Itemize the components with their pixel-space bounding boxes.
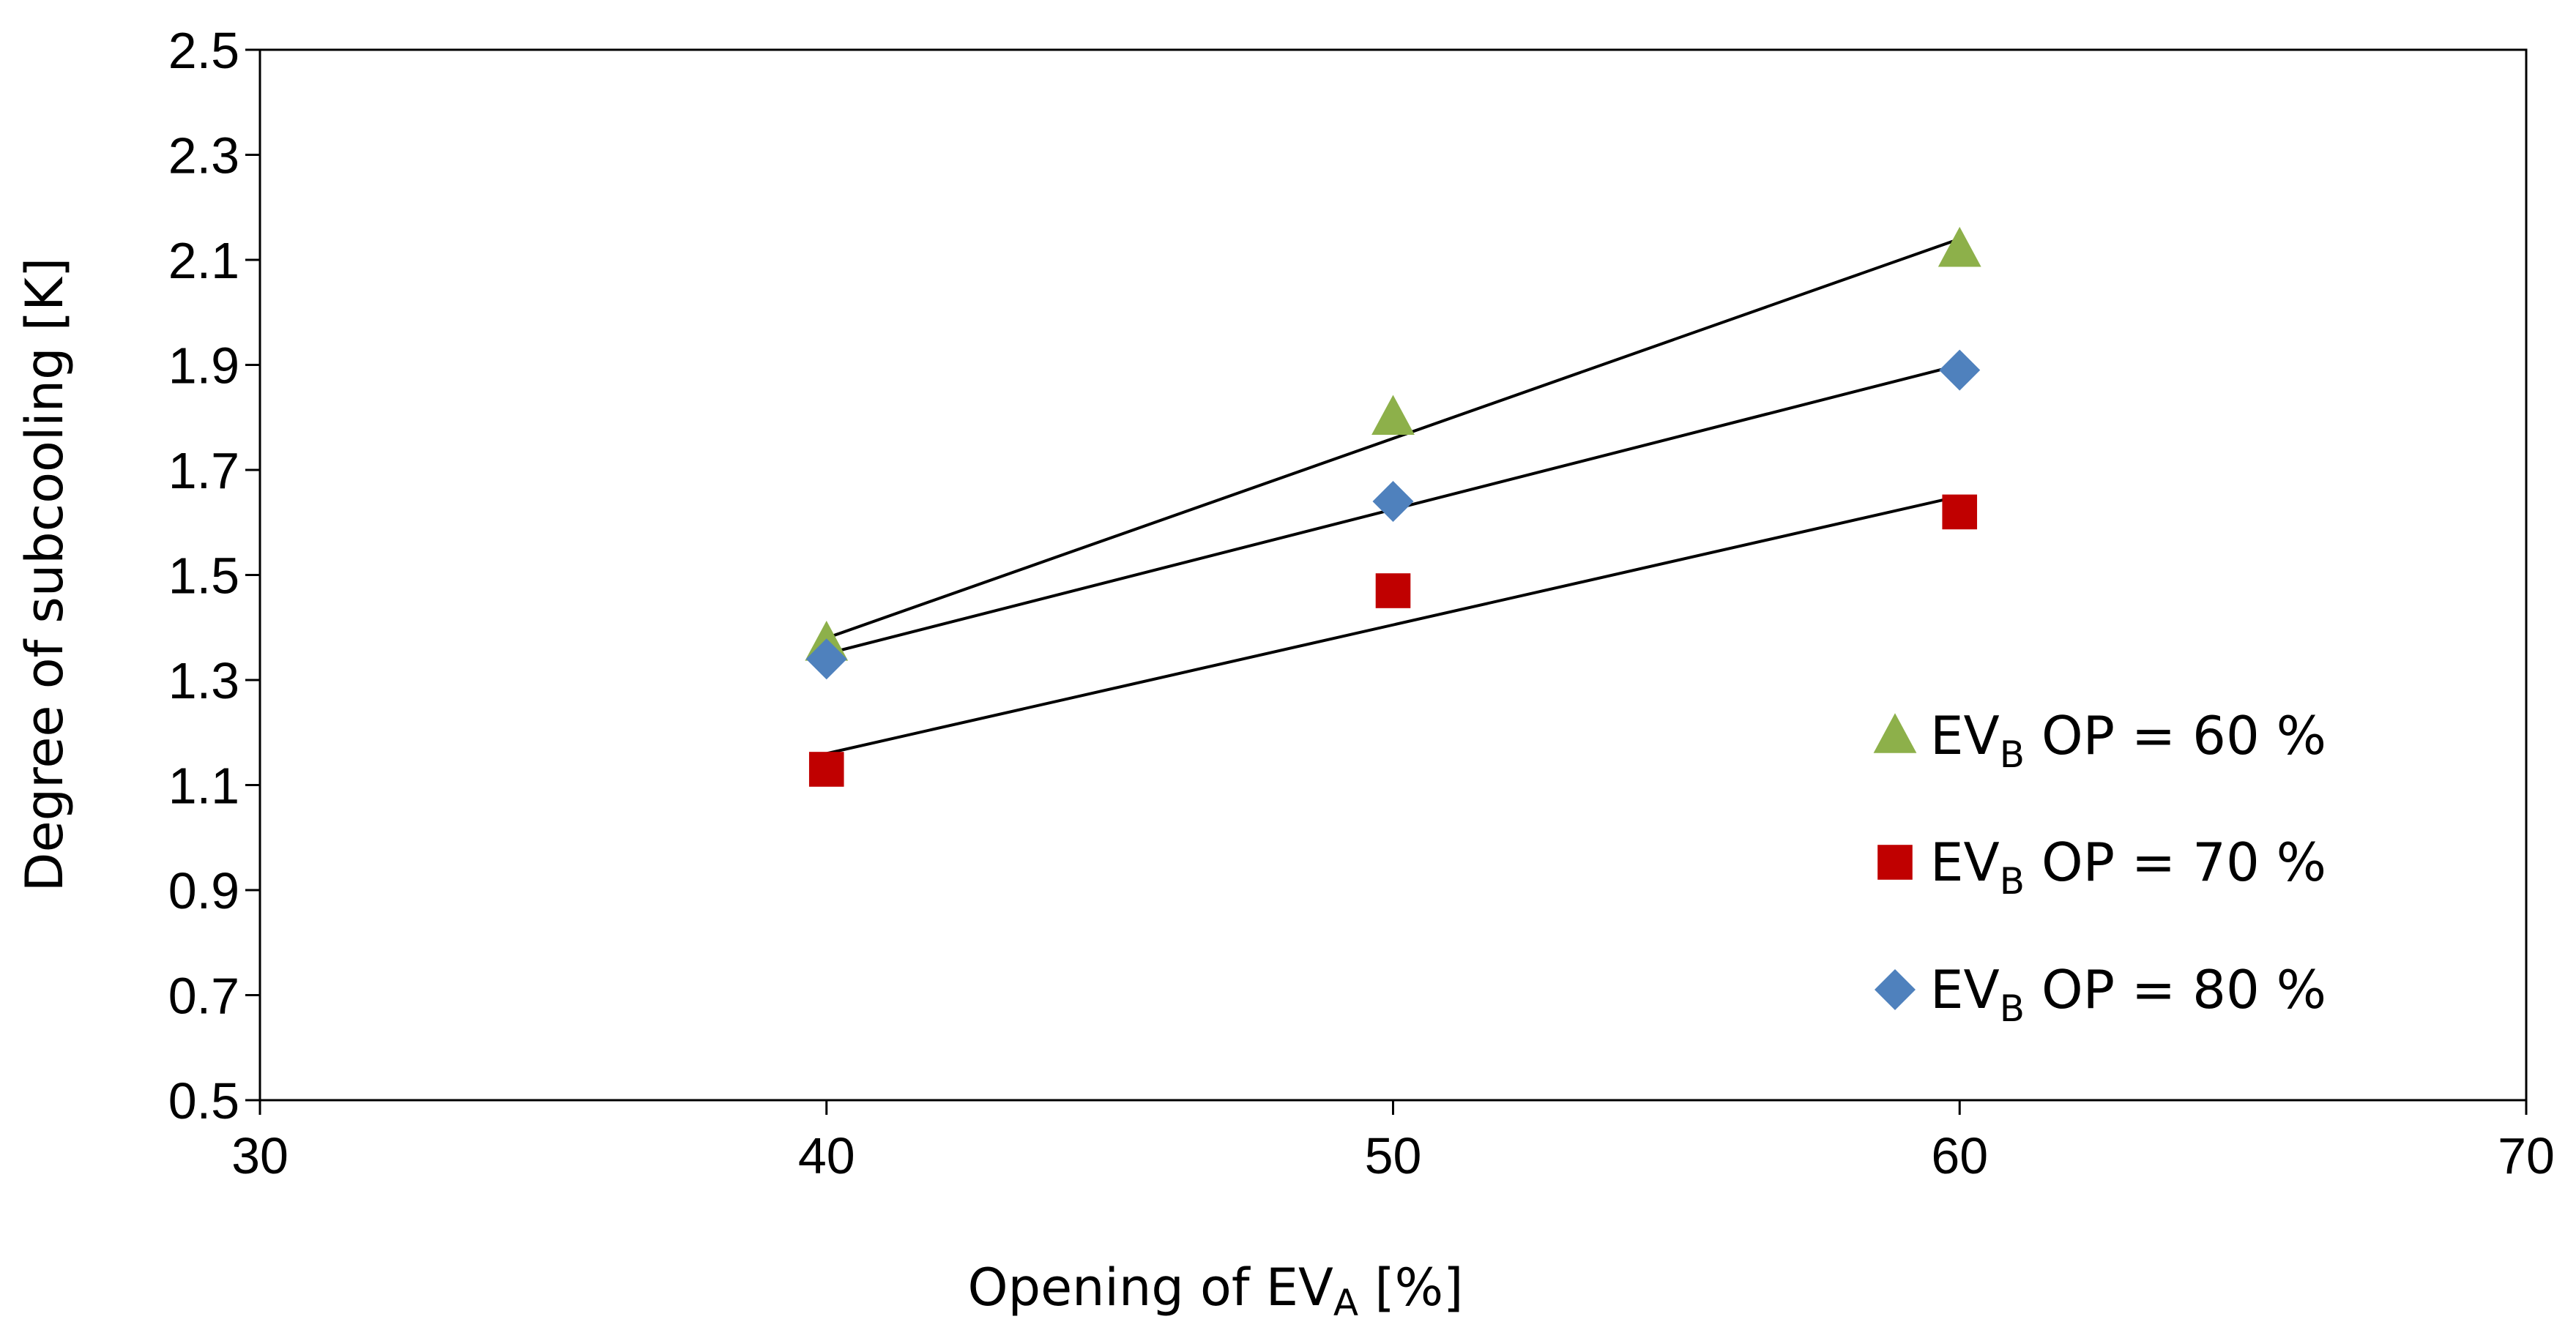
data-point-square (1375, 573, 1411, 608)
data-point-square (808, 752, 844, 787)
legend-label: EVB OP = 80 % (1930, 959, 2326, 1030)
y-axis-title: Degree of subcooling [K] (15, 258, 75, 892)
x-tick-label: 40 (798, 1127, 855, 1184)
y-tick-label: 0.5 (168, 1072, 239, 1129)
data-point-diamond (1939, 349, 1981, 391)
data-point-diamond (805, 638, 847, 680)
y-axis: 0.5 0.7 0.9 1.1 1.3 1.5 1.7 1.9 2.1 2.3 2.5 (168, 22, 260, 1129)
x-tick-label: 30 (231, 1127, 289, 1184)
legend: EVB OP = 60 % EVB OP = 70 % EVB OP = 80 % (1873, 705, 2326, 1030)
data-point-triangle (1937, 226, 1981, 267)
y-tick-label: 2.5 (168, 22, 239, 79)
y-tick-label: 1.9 (168, 337, 239, 395)
x-axis-title-suffix: [%] (1358, 1258, 1463, 1318)
legend-label: EVB OP = 60 % (1930, 705, 2326, 776)
x-axis-title: Opening of EVA [%] (968, 1258, 1464, 1324)
y-tick-label: 1.7 (168, 442, 239, 499)
legend-label: EVB OP = 70 % (1930, 832, 2326, 903)
trendline (826, 237, 1960, 640)
x-tick-label: 70 (2498, 1127, 2555, 1184)
legend-marker-square (1877, 845, 1913, 880)
data-points (805, 226, 1981, 787)
data-point-triangle (1371, 395, 1415, 436)
x-tick-label: 50 (1365, 1127, 1422, 1184)
y-tick-label: 0.7 (168, 968, 239, 1025)
y-tick-label: 1.3 (168, 652, 239, 709)
y-tick-label: 0.9 (168, 862, 239, 919)
legend-marker-triangle (1873, 713, 1917, 753)
x-axis-title-sub: A (1333, 1282, 1358, 1324)
data-point-square (1942, 494, 1978, 530)
x-axis: 30 40 50 60 70 (231, 1100, 2555, 1184)
y-tick-label: 2.3 (168, 127, 239, 184)
data-point-diamond (1372, 481, 1414, 523)
y-tick-label: 1.1 (168, 758, 239, 815)
y-tick-label: 2.1 (168, 232, 239, 289)
x-axis-title-main: Opening of EV (968, 1258, 1333, 1318)
trendline (826, 494, 1960, 755)
legend-marker-diamond (1875, 969, 1916, 1010)
x-tick-label: 60 (1931, 1127, 1988, 1184)
y-tick-label: 1.5 (168, 548, 239, 605)
